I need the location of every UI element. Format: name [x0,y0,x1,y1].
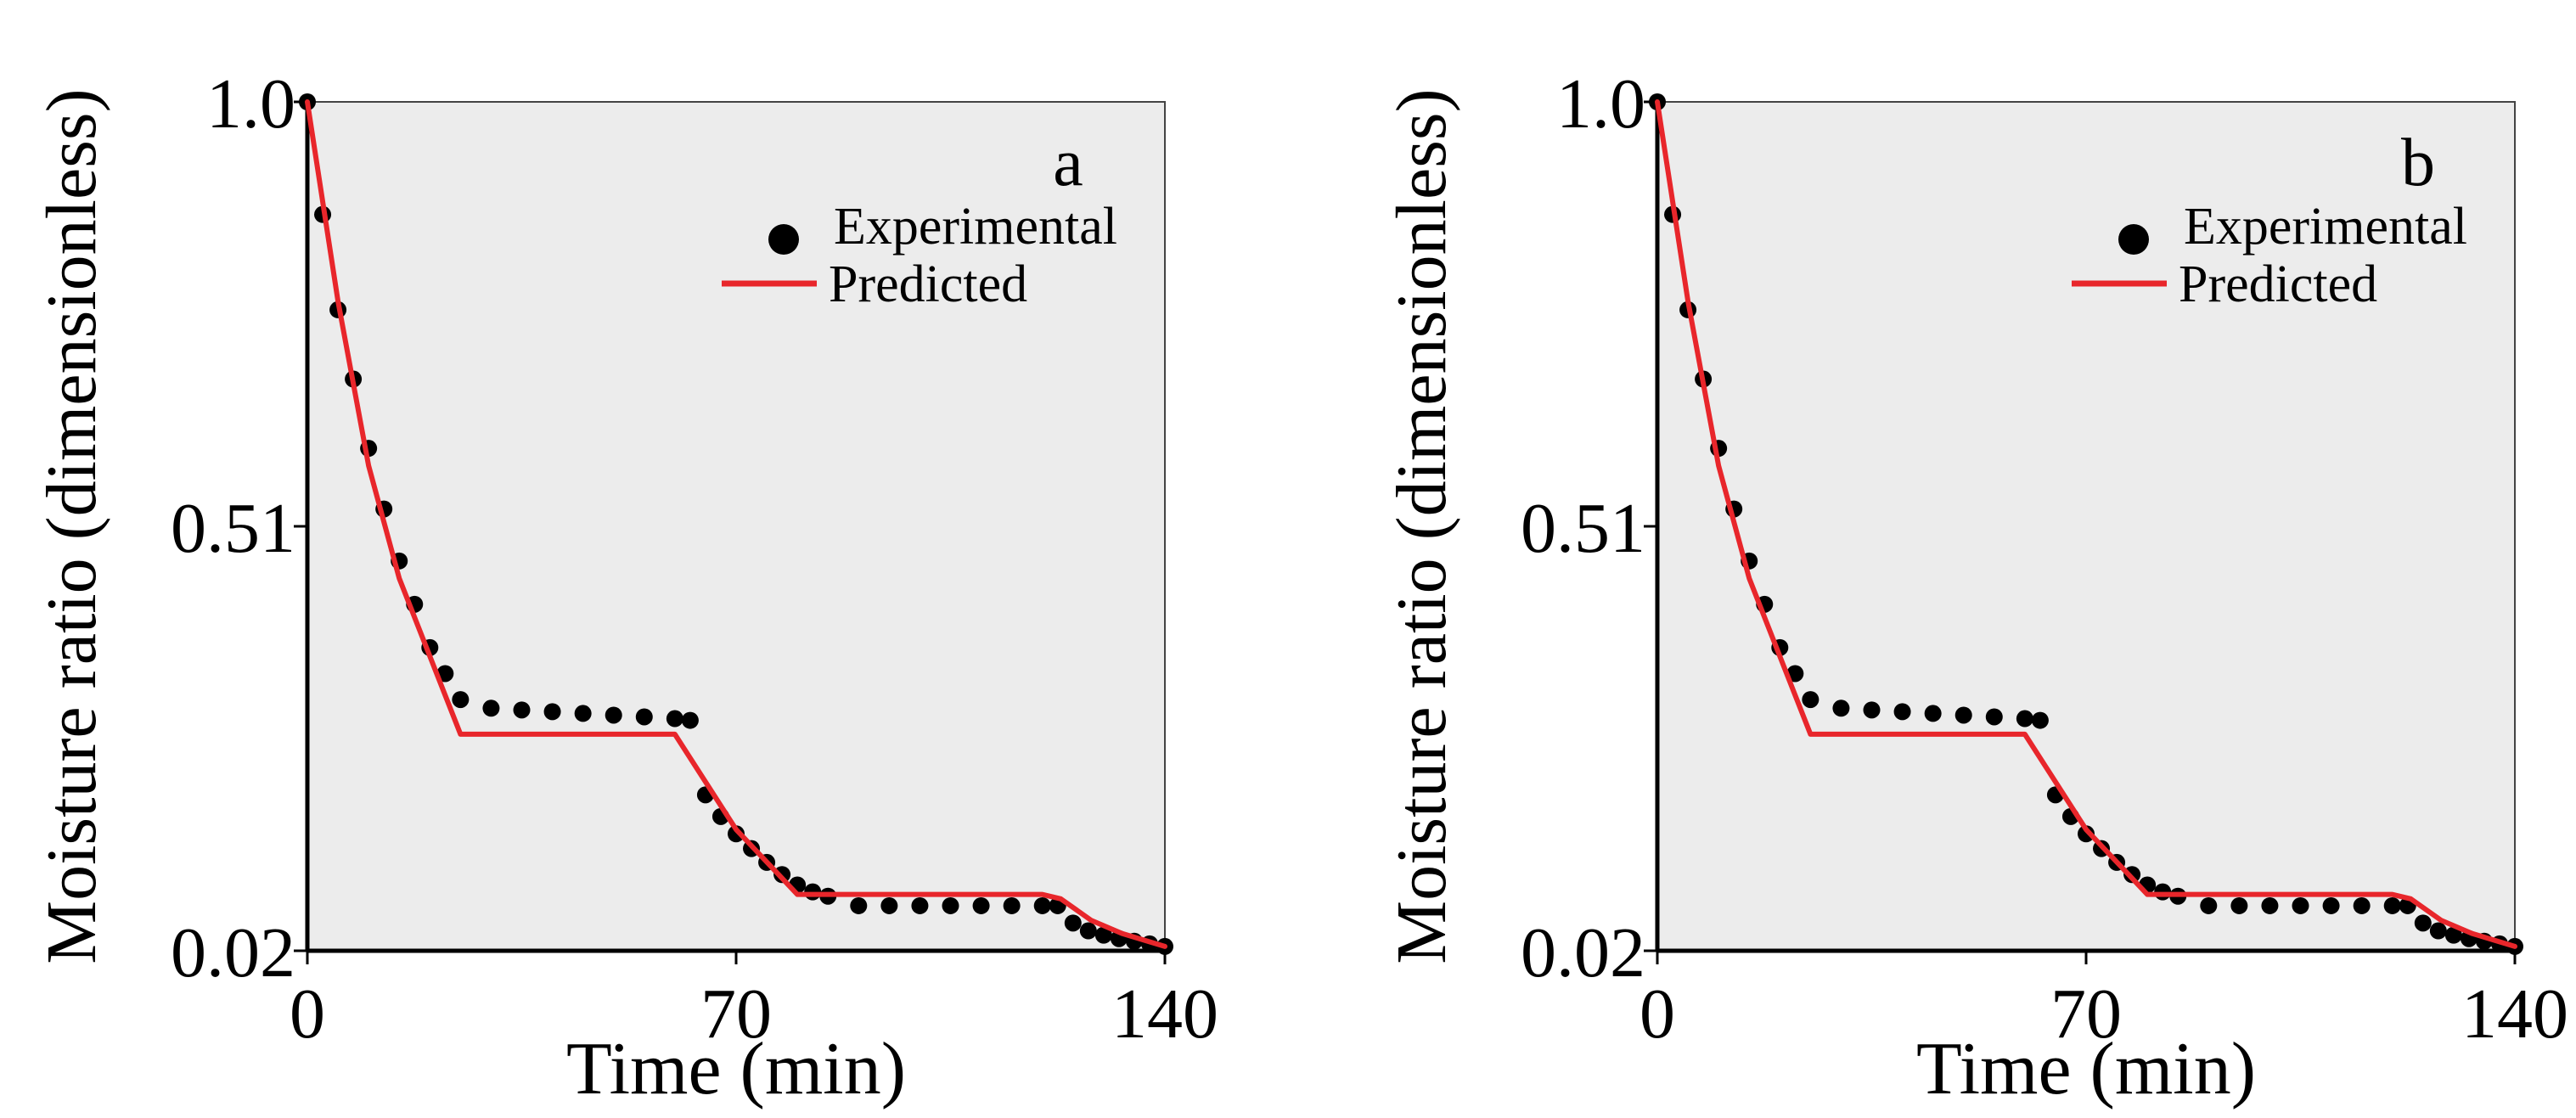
legend-marker-experimental-b [2118,224,2149,255]
point-experimental-b-15 [1954,706,1972,724]
y-tick-label-a-1: 0.51 [171,489,295,568]
point-experimental-b-18 [2031,711,2049,729]
point-experimental-b-12 [1863,701,1881,719]
legend-label-experimental-b: Experimental [2184,198,2467,256]
chart-b-svg: 0.02 0.51 1.0 0 70 140 Time (min) Moisture rati… [1382,65,2568,1110]
chart-panel-b: 0.02 0.51 1.0 0 70 140 Time (min) Moisture rati… [1350,0,2576,1118]
point-experimental-a-33 [1003,896,1021,914]
y-tick-label-b-0: 0.02 [1521,913,1645,992]
point-experimental-a-14 [574,705,592,722]
point-experimental-a-28 [850,896,868,914]
legend-label-predicted-a: Predicted [829,256,1027,313]
series-line-predicted-a [305,99,1167,949]
y-axis-title-a: Moisture ratio (dimensionless) [32,88,111,964]
point-experimental-a-37 [1079,922,1097,940]
point-experimental-b-34 [2383,896,2401,914]
x-tick-label-a-2: 140 [1111,975,1218,1053]
point-experimental-a-21 [728,825,745,843]
point-experimental-a-18 [681,711,699,729]
point-experimental-b-10 [1802,691,1820,709]
point-experimental-b-37 [2429,922,2447,940]
point-experimental-b-13 [1893,703,1911,721]
y-tick-label-b-2: 1.0 [1556,65,1645,143]
point-experimental-b-28 [2200,896,2218,914]
x-tick-label-b-1: 70 [2050,975,2122,1053]
point-experimental-b-11 [1832,699,1850,717]
x-tick-label-b-0: 0 [1640,975,1675,1053]
point-experimental-a-32 [972,896,990,914]
legend-label-experimental-a: Experimental [834,198,1117,256]
point-experimental-b-14 [1924,705,1942,722]
plot-area-b [1656,101,2516,952]
x-tick-label-a-0: 0 [290,975,325,1053]
y-tick-label-b-1: 0.51 [1521,489,1645,568]
point-experimental-b-26 [2154,883,2172,901]
point-experimental-a-17 [666,710,683,728]
point-experimental-b-30 [2261,896,2279,914]
chart-a-svg: 0.02 0.51 1.0 0 70 140 Time (min) Moisture rati… [32,65,1218,1110]
point-experimental-a-15 [605,706,622,724]
point-experimental-b-36 [2414,914,2432,932]
point-experimental-a-29 [880,896,898,914]
point-experimental-a-10 [452,691,470,709]
point-experimental-b-21 [2078,825,2095,843]
y-axis-title-b: Moisture ratio (dimensionless) [1382,88,1461,964]
x-axis-title-a: Time (min) [566,1028,906,1110]
point-experimental-b-17 [2016,710,2033,728]
legend-label-predicted-b: Predicted [2179,256,2377,313]
point-experimental-a-13 [543,703,561,721]
point-experimental-b-32 [2322,896,2340,914]
x-tick-label-a-1: 70 [700,975,772,1053]
plot-area-a [307,101,1166,952]
point-experimental-b-33 [2353,896,2371,914]
point-experimental-a-38 [1094,926,1112,944]
point-experimental-a-31 [942,896,959,914]
point-experimental-a-11 [482,699,500,717]
point-experimental-a-34 [1033,896,1051,914]
panel-label-a: a [1053,126,1083,200]
point-experimental-b-38 [2444,926,2462,944]
panel-label-b: b [2401,126,2435,200]
x-axis-title-b: Time (min) [1916,1028,2256,1110]
point-experimental-b-16 [1985,708,2003,726]
y-tick-label-a-2: 1.0 [206,65,295,143]
point-experimental-a-16 [635,708,653,726]
point-experimental-a-30 [911,896,929,914]
point-experimental-b-29 [2230,896,2248,914]
point-experimental-a-26 [804,883,822,901]
legend-marker-experimental-a [768,224,799,255]
series-line-predicted-b [1655,99,2517,949]
chart-panel-a: 0.02 0.51 1.0 0 70 140 Time (min) Moisture rati… [32,65,1218,1110]
point-experimental-a-12 [513,701,531,719]
y-tick-label-a-0: 0.02 [171,913,295,992]
point-experimental-a-36 [1064,914,1082,932]
point-experimental-b-31 [2292,896,2309,914]
x-tick-label-b-2: 140 [2461,975,2568,1053]
